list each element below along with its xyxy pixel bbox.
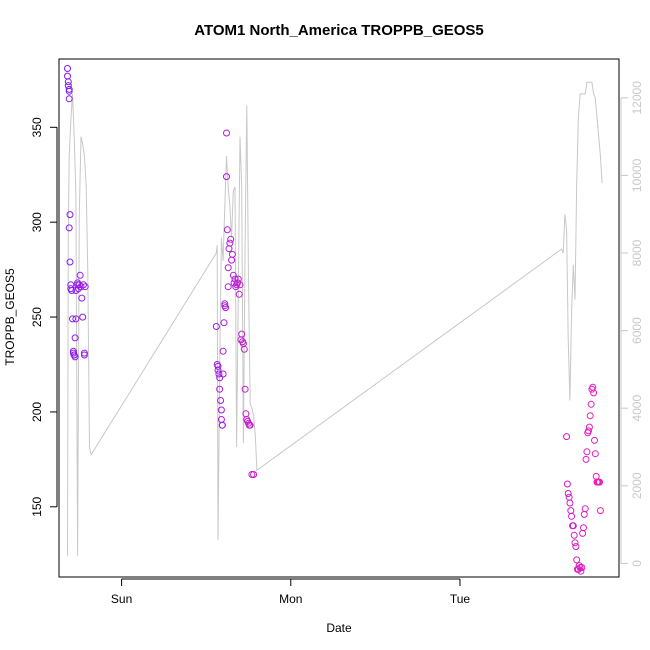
y-tick-label-right: 6000 xyxy=(630,317,644,344)
data-point xyxy=(69,315,76,323)
data-point xyxy=(563,480,571,488)
data-point xyxy=(241,385,249,393)
data-point xyxy=(65,224,73,232)
data-point xyxy=(217,397,225,404)
data-point xyxy=(224,283,232,291)
data-point xyxy=(564,490,572,497)
data-point xyxy=(221,300,229,308)
data-point xyxy=(573,556,581,564)
y-tick-label-right: 4000 xyxy=(630,395,644,422)
data-point xyxy=(591,436,598,444)
data-point xyxy=(66,211,74,219)
altitude-line xyxy=(67,81,603,556)
data-point xyxy=(215,370,223,378)
y-axis-label: TROPPB_GEOS5 xyxy=(3,268,17,366)
plot-layer xyxy=(64,65,604,575)
data-point xyxy=(72,315,80,323)
data-point xyxy=(583,448,591,456)
y-tick-label-right: 2000 xyxy=(630,472,644,499)
chart-title: ATOM1 North_America TROPPB_GEOS5 xyxy=(194,22,484,39)
data-point xyxy=(65,95,73,103)
data-point xyxy=(81,283,89,291)
data-point xyxy=(235,290,243,298)
data-point xyxy=(66,258,74,266)
data-point xyxy=(65,85,73,93)
data-point xyxy=(582,455,590,463)
data-point xyxy=(581,505,589,513)
y-tick-label-left: 150 xyxy=(30,496,44,516)
y-tick-label-left: 200 xyxy=(30,402,44,422)
axes-layer: Sun Mon Tue 150 200 250 300 350 0 2000 4000 6000 800… xyxy=(30,81,644,606)
data-point xyxy=(569,522,577,530)
data-point xyxy=(212,323,220,330)
data-point xyxy=(585,423,593,431)
data-point xyxy=(568,512,576,520)
data-point xyxy=(79,313,87,321)
data-point xyxy=(585,427,592,435)
data-point xyxy=(586,412,594,420)
data-point xyxy=(80,281,87,289)
plot-frame xyxy=(58,58,620,578)
y-tick-label-left: 300 xyxy=(30,212,44,232)
data-point xyxy=(68,287,76,294)
y-tick-label-right: 0 xyxy=(630,560,644,567)
data-point xyxy=(219,370,227,378)
data-point xyxy=(572,543,580,551)
data-point xyxy=(590,389,598,397)
data-point xyxy=(563,433,571,441)
x-axis-label: Date xyxy=(326,621,352,635)
y-tick-label-right: 10000 xyxy=(630,158,644,192)
data-point xyxy=(76,271,84,279)
data-point xyxy=(64,78,72,86)
data-point xyxy=(78,294,86,302)
data-point xyxy=(219,347,227,355)
data-point xyxy=(571,539,579,547)
data-point xyxy=(214,366,222,374)
y-tick-label-right: 12000 xyxy=(630,81,644,115)
data-point xyxy=(578,564,586,571)
data-point xyxy=(71,334,79,342)
data-point xyxy=(250,471,258,478)
data-point xyxy=(577,567,585,575)
x-tick-label: Sun xyxy=(111,592,132,606)
data-point xyxy=(214,362,222,370)
data-point xyxy=(238,330,246,338)
x-tick-label: Mon xyxy=(279,592,302,606)
data-point xyxy=(580,524,587,532)
data-point xyxy=(596,478,603,486)
x-tick-label: Tue xyxy=(450,592,471,606)
data-point xyxy=(236,281,244,289)
data-point xyxy=(220,319,228,327)
data-point xyxy=(223,129,230,137)
y-tick-label-left: 250 xyxy=(30,307,44,327)
y-tick-label-left: 350 xyxy=(30,117,44,137)
data-point xyxy=(587,400,595,408)
data-point xyxy=(71,353,79,361)
data-point xyxy=(223,226,231,234)
data-point xyxy=(222,304,230,312)
data-point xyxy=(223,173,230,181)
data-point xyxy=(80,351,88,359)
data-point xyxy=(228,250,236,258)
data-point xyxy=(246,421,254,429)
data-point xyxy=(216,385,224,393)
data-point xyxy=(80,349,88,357)
y-tick-label-right: 8000 xyxy=(630,239,644,266)
data-point xyxy=(227,235,235,243)
data-point xyxy=(566,499,574,507)
data-point xyxy=(64,65,71,72)
data-point xyxy=(591,450,599,458)
data-point xyxy=(226,239,234,247)
data-point xyxy=(217,406,225,414)
data-point xyxy=(570,531,578,539)
data-point xyxy=(240,345,248,353)
data-point xyxy=(65,87,73,95)
data-point xyxy=(229,271,237,279)
data-point xyxy=(218,421,226,429)
data-point xyxy=(224,264,232,272)
data-point xyxy=(596,507,604,515)
